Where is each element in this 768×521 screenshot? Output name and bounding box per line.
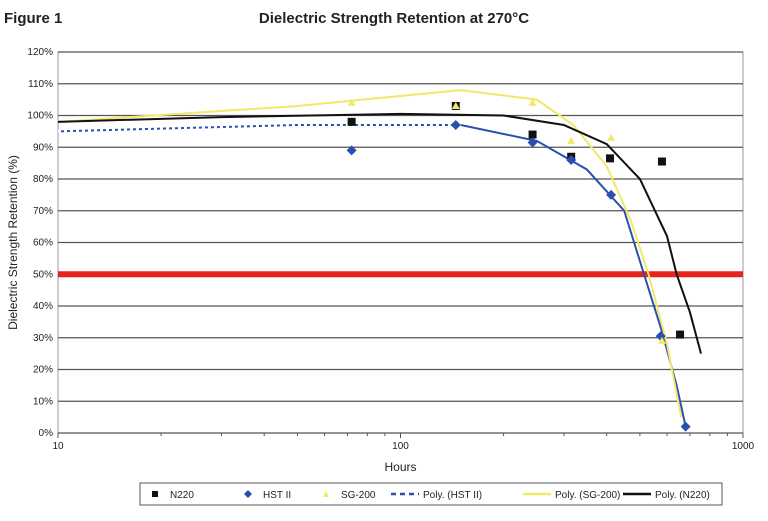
y-tick-label: 40%	[33, 301, 53, 312]
y-tick-label: 20%	[33, 365, 53, 376]
trendline-dash-overlay	[57, 123, 461, 133]
y-tick-label: 120%	[27, 47, 53, 58]
trendline-poly-n220-	[57, 112, 702, 354]
y-tick-label: 60%	[33, 238, 53, 249]
legend-marker-triangle	[323, 491, 329, 497]
point-sg-200	[451, 101, 460, 109]
x-tick-label: 1000	[732, 441, 755, 452]
legend-label: Poly. (N220)	[655, 490, 710, 501]
point-hst-ii	[606, 189, 617, 200]
figure-label: Figure 1	[4, 10, 63, 27]
y-tick-label: 30%	[33, 333, 53, 344]
legend-marker-diamond	[244, 490, 252, 498]
x-tick-label: 100	[392, 441, 409, 452]
y-axis-label: Dielectric Strength Retention (%)	[6, 155, 20, 330]
point-hst-ii	[566, 154, 577, 165]
point-sg-200	[347, 98, 356, 106]
point-n220	[657, 157, 666, 166]
point-hst-ii	[527, 137, 538, 148]
x-axis-label: Hours	[384, 460, 416, 474]
x-tick-label: 10	[52, 441, 64, 452]
legend-marker-square	[152, 491, 158, 497]
legend-label: Poly. (SG-200)	[555, 490, 620, 501]
point-hst-ii	[680, 421, 691, 432]
legend-label: Poly. (HST II)	[423, 490, 482, 501]
point-sg-200	[657, 336, 666, 344]
legend-label: HST II	[263, 490, 291, 501]
legend-label: N220	[170, 490, 194, 501]
legend-label: SG-200	[341, 490, 376, 501]
point-hst-ii	[655, 331, 666, 342]
point-n220	[676, 330, 685, 339]
y-tick-label: 90%	[33, 142, 53, 153]
point-hst-ii	[450, 120, 461, 131]
point-sg-200	[607, 133, 616, 141]
y-tick-label: 70%	[33, 206, 53, 217]
y-tick-label: 100%	[27, 111, 53, 122]
y-tick-label: 110%	[28, 79, 53, 90]
trendline-poly-sg-200-	[57, 89, 683, 418]
point-n220	[606, 154, 615, 163]
point-hst-ii	[346, 145, 357, 156]
point-sg-200	[528, 98, 537, 106]
y-tick-label: 50%	[33, 269, 53, 280]
y-tick-label: 10%	[33, 396, 53, 407]
chart-title: Dielectric Strength Retention at 270°C	[258, 10, 530, 27]
legend	[139, 482, 723, 506]
point-n220	[347, 117, 356, 126]
point-sg-200	[567, 136, 576, 144]
y-tick-label: 80%	[33, 174, 53, 185]
point-n220	[528, 130, 537, 139]
y-tick-label: 0%	[39, 428, 54, 439]
